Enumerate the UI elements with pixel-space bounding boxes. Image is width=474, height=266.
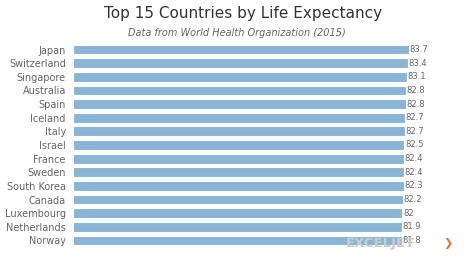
Bar [73,99,406,109]
Bar [73,167,404,177]
Text: 82.7: 82.7 [406,127,424,136]
Text: 83.4: 83.4 [409,59,427,68]
Bar [73,222,402,232]
Bar [73,181,403,191]
Bar [73,72,407,82]
Text: 83.1: 83.1 [407,72,426,81]
Title: Top 15 Countries by Life Expectancy: Top 15 Countries by Life Expectancy [104,6,382,21]
Text: 81.8: 81.8 [402,236,421,245]
Text: 82.3: 82.3 [404,181,423,190]
Bar [73,126,405,136]
Text: 82: 82 [403,209,414,218]
Text: 82.8: 82.8 [406,86,425,95]
Text: Data from World Health Organization (2015): Data from World Health Organization (201… [128,28,346,38]
Text: 82.7: 82.7 [406,113,424,122]
Bar [73,154,404,164]
Text: ❯: ❯ [447,236,456,246]
Text: 82.2: 82.2 [404,195,422,204]
Bar [73,208,402,218]
Bar [73,113,405,123]
Bar [73,45,409,55]
Bar [73,140,404,150]
Bar [73,58,408,68]
Text: ❯: ❯ [443,238,453,249]
Text: 82.4: 82.4 [404,168,423,177]
Bar [73,86,406,95]
Text: 82.5: 82.5 [405,140,423,149]
Text: 82.4: 82.4 [404,154,423,163]
Bar [73,195,403,204]
Text: 82.8: 82.8 [406,99,425,109]
Text: 83.7: 83.7 [410,45,428,54]
Text: 81.9: 81.9 [402,222,421,231]
Text: EXCELJET: EXCELJET [346,237,415,250]
Bar [73,235,401,245]
